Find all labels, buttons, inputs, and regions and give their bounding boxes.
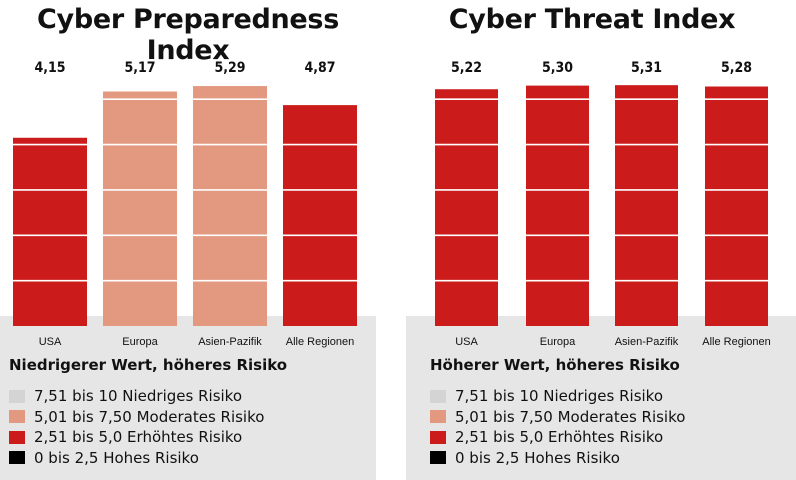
bar-value-label: 5,31 xyxy=(631,60,662,76)
legend: 7,51 bis 10 Niedriges Risiko 5,01 bis 7,… xyxy=(9,386,264,468)
legend-label: 2,51 bis 5,0 Erhöhtes Risiko xyxy=(455,428,664,447)
legend-item-high: 0 bis 2,5 Hohes Risiko xyxy=(9,448,264,469)
legend-item-moderate: 5,01 bis 7,50 Moderates Risiko xyxy=(430,407,685,428)
bar-value-label: 4,87 xyxy=(304,60,335,76)
bar-value-label: 4,15 xyxy=(34,60,65,76)
legend-swatch xyxy=(9,451,25,465)
category-label: USA xyxy=(39,336,62,348)
risk-note: Niedrigerer Wert, höheres Risiko xyxy=(9,356,288,374)
category-label: Asien-Pazifik xyxy=(198,336,262,348)
bar-value-label: 5,29 xyxy=(214,60,245,76)
category-label: Europa xyxy=(540,336,576,348)
legend-swatch xyxy=(9,389,25,403)
legend-label: 0 bis 2,5 Hohes Risiko xyxy=(455,448,620,467)
bar xyxy=(526,85,589,326)
legend-swatch xyxy=(430,410,446,424)
threat-chart: 5,22 USA 5,30 Europa 5,31 Asien-Pazifik 5,28 Al… xyxy=(435,60,771,348)
legend-swatch xyxy=(430,389,446,403)
bar xyxy=(13,137,87,326)
preparedness-panel: Cyber Preparedness Index 4,15 USA 5,17 Euro… xyxy=(0,0,376,480)
bar xyxy=(705,86,768,326)
legend-background xyxy=(0,316,376,480)
category-label: Alle Regionen xyxy=(702,336,771,348)
legend-label: 5,01 bis 7,50 Moderates Risiko xyxy=(34,407,265,426)
threat-panel: Cyber Threat Index 5,22 USA 5,30 Europa 5,31… xyxy=(406,0,796,480)
legend-item-elevated: 2,51 bis 5,0 Erhöhtes Risiko xyxy=(430,427,685,448)
bar xyxy=(435,89,498,326)
bar xyxy=(615,85,678,327)
legend-background xyxy=(406,316,796,480)
category-label: Alle Regionen xyxy=(286,336,355,348)
category-label: Asien-Pazifik xyxy=(615,336,679,348)
bar-value-label: 5,28 xyxy=(721,60,752,76)
legend-swatch xyxy=(430,451,446,465)
legend-label: 0 bis 2,5 Hohes Risiko xyxy=(34,448,199,467)
legend-label: 7,51 bis 10 Niedriges Risiko xyxy=(34,387,243,406)
bar xyxy=(103,91,177,326)
bar xyxy=(193,86,267,326)
legend-item-low: 7,51 bis 10 Niedriges Risiko xyxy=(430,386,685,407)
chart-title: Cyber Threat Index xyxy=(448,4,736,35)
bar-value-label: 5,22 xyxy=(451,60,482,76)
legend-item-moderate: 5,01 bis 7,50 Moderates Risiko xyxy=(9,407,264,428)
category-label: Europa xyxy=(122,336,158,348)
preparedness-chart: 4,15 USA 5,17 Europa 5,29 Asien-Pazifik 4,87 Al… xyxy=(13,60,357,348)
legend-item-elevated: 2,51 bis 5,0 Erhöhtes Risiko xyxy=(9,427,264,448)
legend-item-low: 7,51 bis 10 Niedriges Risiko xyxy=(9,386,264,407)
bar-value-label: 5,17 xyxy=(124,60,155,76)
legend-label: 7,51 bis 10 Niedriges Risiko xyxy=(455,387,664,406)
legend: 7,51 bis 10 Niedriges Risiko 5,01 bis 7,… xyxy=(430,386,685,468)
legend-swatch xyxy=(430,430,446,444)
category-label: USA xyxy=(455,336,478,348)
bar xyxy=(283,105,357,326)
legend-swatch xyxy=(9,430,25,444)
risk-note: Höherer Wert, höheres Risiko xyxy=(430,356,680,374)
chart-title: Cyber Preparedness Index xyxy=(37,4,339,66)
bar-value-label: 5,30 xyxy=(542,60,573,76)
legend-label: 5,01 bis 7,50 Moderates Risiko xyxy=(455,407,686,426)
legend-item-high: 0 bis 2,5 Hohes Risiko xyxy=(430,448,685,469)
legend-swatch xyxy=(9,410,25,424)
legend-label: 2,51 bis 5,0 Erhöhtes Risiko xyxy=(34,428,243,447)
